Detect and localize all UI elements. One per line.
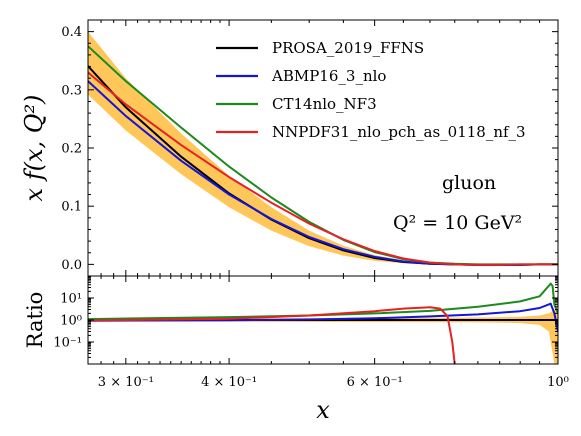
- annotation-parton: gluon: [442, 172, 496, 194]
- ratio-xtick-label: 3 × 10⁻¹: [98, 375, 154, 390]
- legend-label-nnpdf: NNPDF31_nlo_pch_as_0118_nf_3: [272, 123, 526, 141]
- ratio-panel-lines-layer: [88, 282, 558, 364]
- y-axis-title-main: x f(x, Q²): [20, 95, 48, 202]
- legend: PROSA_2019_FFNS ABMP16_3_nlo CT14nlo_NF3…: [216, 39, 526, 141]
- ratio-ytick-label: 10⁰: [60, 314, 82, 329]
- ratio-xtick-label: 10⁰: [547, 375, 569, 390]
- y-axis-title-ratio: Ratio: [23, 292, 47, 349]
- ratio-xtick-label: 4 × 10⁻¹: [201, 375, 257, 390]
- annotation-scale: Q² = 10 GeV²: [393, 212, 522, 234]
- ratio-line-abmp16-3-nlo: [88, 302, 558, 332]
- axis-ticks: [87, 20, 559, 365]
- x-axis-title: x: [316, 396, 330, 424]
- main-ytick-label: 0.3: [61, 83, 82, 98]
- ratio-xtick-label: 6 × 10⁻¹: [347, 375, 403, 390]
- main-uncertainty-band: [88, 31, 558, 265]
- ratio-ytick-label: 10¹: [60, 292, 82, 307]
- axis-tick-labels: 0.0 0.1 0.2 0.3 0.4 3 × 10⁻¹ 4 × 10⁻¹ 6 × 10⁻¹ 1…: [53, 25, 569, 390]
- ratio-ytick-label: 10⁻¹: [53, 336, 82, 351]
- main-line-nnpdf31-nlo-pch-as-0118-nf-3: [88, 71, 558, 266]
- legend-label-ct14: CT14nlo_NF3: [272, 95, 377, 113]
- main-ytick-label: 0.1: [61, 200, 82, 215]
- main-panel-lines-layer: [88, 45, 558, 266]
- main-panel-band-layer: [88, 31, 558, 265]
- main-ytick-label: 0.4: [61, 25, 82, 40]
- main-ytick-label: 0.2: [61, 142, 82, 157]
- main-ytick-label: 0.0: [61, 258, 82, 273]
- ratio-line-nnpdf31-nlo-pch-as-0118-nf-3: [88, 306, 456, 364]
- legend-label-abmp: ABMP16_3_nlo: [271, 67, 386, 85]
- legend-label-prosa: PROSA_2019_FFNS: [272, 39, 424, 57]
